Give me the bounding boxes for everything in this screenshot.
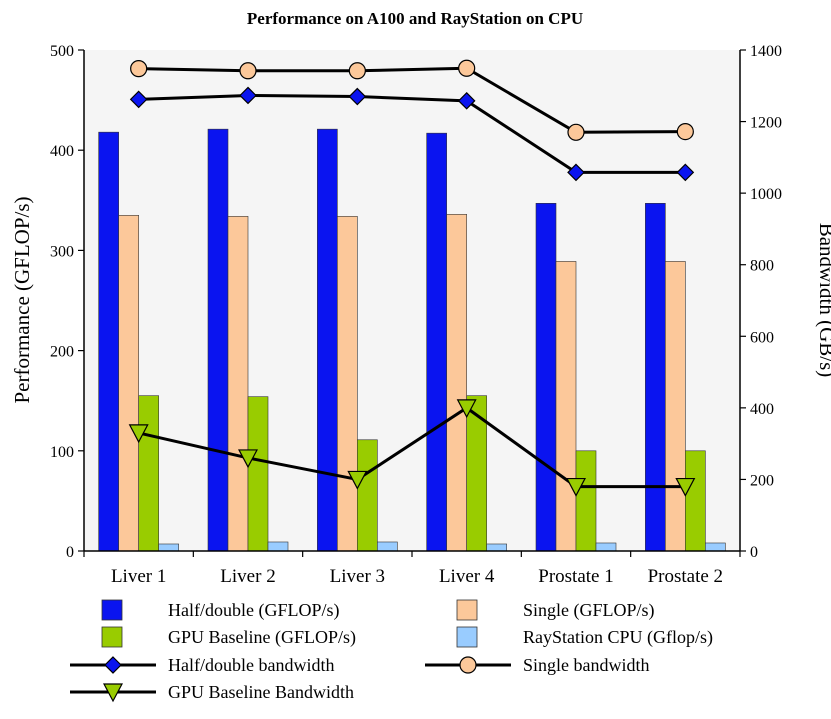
bar-single-gflop-s [446, 214, 467, 552]
marker-single-bandwidth [239, 62, 257, 80]
legend-label-raystation-cpu-gflop-s: RayStation CPU (Gflop/s) [523, 627, 713, 648]
legend-swatch-raystation-cpu-gflop-s [456, 626, 478, 648]
marker-half-double-bandwidth [676, 163, 695, 182]
marker-half-double-bandwidth [567, 163, 585, 182]
y2-tick-label: 1400 [750, 43, 782, 60]
y-tick-label: 300 [50, 243, 74, 260]
x-tick-label: Liver 4 [439, 566, 495, 587]
bar-raystation-cpu-gflop-s [267, 541, 289, 552]
line-half-double-bandwidth [138, 93, 686, 174]
x-tick-label: Liver 3 [330, 566, 385, 587]
legend: Half/double (GFLOP/s) Single (GFLOP/s) GPU… [70, 599, 713, 703]
x-tick-label: Prostate 2 [648, 566, 723, 587]
x-tick-label: Liver 2 [220, 566, 275, 587]
y-tick-label: 400 [50, 143, 74, 160]
legend-label-half-double-gflop-s: Half/double (GFLOP/s) [168, 600, 339, 621]
marker-half-double-bandwidth [239, 86, 257, 105]
bar-half-double-gflop-s [98, 131, 119, 552]
y2-tick-label: 0 [750, 544, 758, 561]
bar-single-gflop-s [555, 261, 577, 552]
marker-half-double-bandwidth [457, 91, 476, 110]
marker-half-double-bandwidth [129, 90, 148, 109]
legend-label-gpu-baseline-gflop-s: GPU Baseline (GFLOP/s) [168, 627, 356, 648]
bar-raystation-cpu-gflop-s [595, 542, 617, 552]
y-tick-label: 0 [66, 544, 74, 561]
legend-marker-half-double-bandwidth [104, 656, 122, 674]
bar-half-double-gflop-s [207, 128, 229, 552]
legend-marker-gpu-baseline-bandwidth [103, 683, 123, 703]
legend-marker-single-bandwidth [459, 656, 477, 674]
marker-gpu-baseline-bandwidth [238, 449, 258, 469]
y-tick-label: 100 [50, 444, 74, 461]
bar-half-double-gflop-s [426, 132, 447, 552]
line-single-bandwidth [138, 66, 686, 134]
chart-title: Performance on A100 and RayStation on CP… [247, 9, 583, 28]
marker-single-bandwidth [348, 62, 366, 80]
legend-label-gpu-baseline-bandwidth: GPU Baseline Bandwidth [168, 682, 354, 702]
x-tick-label: Liver 1 [111, 566, 166, 587]
plot-area [84, 50, 740, 551]
y2-tick-label: 600 [750, 329, 774, 346]
marker-single-bandwidth [567, 123, 585, 141]
y-tick-label: 200 [50, 344, 74, 361]
bar-single-gflop-s [337, 216, 358, 552]
y2-tick-label: 1200 [750, 115, 782, 132]
bar-half-double-gflop-s [535, 203, 557, 552]
bar-gpu-baseline-gflop-s [138, 395, 159, 552]
bar-raystation-cpu-gflop-s [705, 542, 726, 552]
y2-axis-label: Bandwidth (GB/s) [815, 223, 831, 378]
bar-gpu-baseline-gflop-s [357, 439, 378, 552]
y-axis-label: Performance (GFLOP/s) [10, 196, 34, 403]
y2-tick-label: 200 [750, 472, 774, 489]
bar-raystation-cpu-gflop-s [377, 541, 398, 552]
marker-gpu-baseline-bandwidth [347, 470, 368, 490]
bar-gpu-baseline-gflop-s [685, 450, 706, 552]
axes: 0 100 200 300 400 500 0 200 400 600 800 1000 1200 140… [50, 43, 782, 587]
legend-label-single-gflop-s: Single (GFLOP/s) [523, 600, 655, 621]
y2-tick-label: 400 [750, 401, 774, 418]
y2-tick-label: 800 [750, 258, 774, 275]
legend-label-single-bandwidth: Single bandwidth [523, 655, 650, 675]
marker-half-double-bandwidth [348, 87, 367, 106]
y-tick-label: 500 [50, 43, 74, 60]
legend-swatch-half-double-gflop-s [101, 599, 123, 621]
legend-swatch-gpu-baseline-gflop-s [101, 626, 123, 648]
bar-group [98, 128, 726, 552]
marker-gpu-baseline-bandwidth [566, 477, 586, 497]
bar-half-double-gflop-s [317, 128, 338, 552]
bar-half-double-gflop-s [645, 203, 666, 552]
x-tick-label: Prostate 1 [538, 566, 613, 587]
bar-single-gflop-s [227, 216, 249, 552]
marker-single-bandwidth [458, 59, 476, 77]
marker-single-bandwidth [130, 60, 148, 78]
marker-gpu-baseline-bandwidth [128, 424, 149, 444]
bar-single-gflop-s [118, 215, 139, 552]
bar-raystation-cpu-gflop-s [486, 543, 507, 552]
line-group [128, 59, 696, 497]
bar-raystation-cpu-gflop-s [158, 543, 179, 552]
bar-gpu-baseline-gflop-s [247, 396, 269, 552]
bar-gpu-baseline-gflop-s [575, 450, 597, 552]
bar-single-gflop-s [665, 261, 686, 552]
marker-single-bandwidth [676, 122, 694, 141]
marker-gpu-baseline-bandwidth [456, 399, 477, 419]
line-gpu-baseline-bandwidth [138, 406, 686, 489]
legend-label-half-double-bandwidth: Half/double bandwidth [168, 655, 334, 675]
marker-gpu-baseline-bandwidth [675, 477, 696, 497]
legend-swatch-single-gflop-s [456, 599, 478, 621]
y2-tick-label: 1000 [750, 186, 782, 203]
